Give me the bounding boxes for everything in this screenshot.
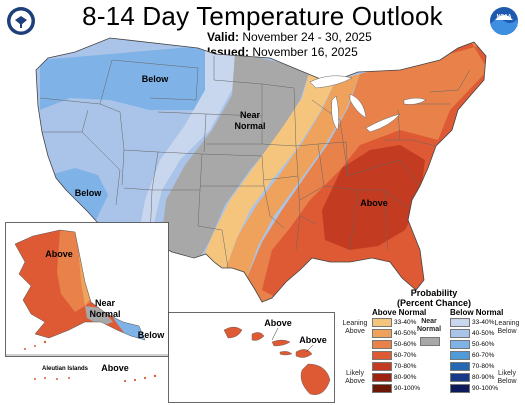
alaska-label-above: Above	[45, 249, 73, 259]
valid-dates: Valid: November 24 - 30, 2025	[207, 30, 372, 44]
legend-likely-below-1: Likely	[498, 370, 516, 377]
legend-below-swatch	[450, 384, 470, 393]
label-below-north: Below	[142, 74, 170, 84]
alaska-inset: Above Near Normal Below	[5, 222, 169, 357]
legend-above-swatch	[372, 373, 392, 382]
legend-below-range-label: 40-50%	[472, 330, 495, 337]
legend-above-row: 40-50%	[372, 329, 416, 338]
legend-below-swatch	[450, 362, 470, 371]
legend-leaning-below-2: Below	[497, 328, 517, 335]
alaska-label-near-line1: Near	[95, 298, 116, 308]
conus-state-lines	[35, 37, 487, 303]
conus-labels: Below Below Near Normal Above	[75, 74, 388, 208]
legend-above-range-label: 33-40%	[394, 319, 417, 326]
legend-above-range-label: 90-100%	[394, 385, 421, 392]
legend-above-row: 33-40%	[372, 318, 416, 327]
issued-date-value: November 16, 2025	[252, 45, 358, 59]
legend-below-swatch	[450, 318, 470, 327]
hawaii-label-above-2: Above	[299, 335, 327, 345]
aleutian-label: Aleutian Islands	[42, 366, 89, 372]
legend-leaning-below-1: Leaning	[494, 320, 520, 327]
legend-below-row: 40-50%	[450, 329, 494, 338]
legend-above-range-label: 50-60%	[394, 341, 417, 348]
valid-label: Valid:	[207, 30, 240, 44]
legend-below-swatch	[450, 340, 470, 349]
label-near-normal-line1: Near	[240, 110, 261, 120]
label-above: Above	[360, 198, 388, 208]
legend-title: Probability (Percent Chance)	[395, 288, 473, 308]
legend-above-swatch	[372, 340, 392, 349]
noaa-logo-icon: NOAA	[490, 7, 518, 35]
legend-likely-above-2: Above	[345, 378, 365, 385]
legend-below-swatch	[450, 351, 470, 360]
legend-leaning-above-2: Above	[345, 328, 365, 335]
legend-above-swatch	[372, 329, 392, 338]
legend-leaning-above-1: Leaning	[342, 320, 368, 327]
legend-likely-above: Likely Above	[338, 370, 372, 386]
legend-above-swatch	[372, 318, 392, 327]
label-below-south: Below	[75, 188, 103, 198]
legend-below-row: 60-70%	[450, 351, 494, 360]
legend-above-range-label: 80-90%	[394, 374, 417, 381]
legend-below-row: 70-80%	[450, 362, 494, 371]
hawaii-islands	[223, 326, 331, 395]
legend-leaning-below: Leaning Below	[490, 320, 524, 336]
legend-near-line1: Near	[421, 318, 437, 325]
hawaii-label-above-1: Above	[264, 318, 292, 328]
legend-above-row: 80-90%	[372, 373, 416, 382]
legend-below-row: 33-40%	[450, 318, 494, 327]
noaa-logo-text: NOAA	[497, 14, 512, 20]
legend-near-line2: Normal	[416, 326, 442, 333]
legend-above-row: 90-100%	[372, 384, 420, 393]
legend-below-range-label: 33-40%	[472, 319, 495, 326]
legend-likely-above-1: Likely	[346, 370, 364, 377]
legend-likely-below: Likely Below	[490, 370, 524, 386]
legend-below-swatch	[450, 329, 470, 338]
legend-likely-below-2: Below	[497, 378, 517, 385]
legend-above-header: Above Normal	[372, 308, 427, 317]
legend-above-swatch	[372, 351, 392, 360]
legend-below-row: 50-60%	[450, 340, 494, 349]
valid-dates-value: November 24 - 30, 2025	[242, 30, 372, 44]
legend-below-swatch	[450, 373, 470, 382]
legend-below-row: 90-100%	[450, 384, 498, 393]
hawaii-inset: Above Above	[168, 312, 335, 403]
map-title: 8-14 Day Temperature Outlook	[82, 1, 443, 31]
legend-above-swatch	[372, 384, 392, 393]
label-near-normal-line2: Normal	[234, 121, 265, 131]
legend-above-range-label: 60-70%	[394, 352, 417, 359]
aleutian-strip: Aleutian Islands Above	[34, 363, 157, 383]
legend-below-range-label: 60-70%	[472, 352, 495, 359]
legend-below-range-label: 90-100%	[472, 385, 499, 392]
legend-below-header: Below Normal	[450, 308, 504, 317]
legend-title-line2: (Percent Chance)	[396, 298, 472, 308]
legend-below-range-label: 70-80%	[472, 363, 495, 370]
legend-above-row: 60-70%	[372, 351, 416, 360]
legend-above-row: 70-80%	[372, 362, 416, 371]
legend-above-range-label: 70-80%	[394, 363, 417, 370]
legend-leaning-above: Leaning Above	[338, 320, 372, 336]
aleutian-islands	[24, 340, 47, 350]
alaska-label-near-line2: Normal	[89, 309, 120, 319]
great-lakes	[309, 75, 427, 133]
legend-above-swatch	[372, 362, 392, 371]
legend-below-range-label: 80-90%	[472, 374, 495, 381]
aleutian-label-above: Above	[101, 363, 129, 373]
alaska-label-below: Below	[138, 330, 166, 340]
legend-below-range-label: 50-60%	[472, 341, 495, 348]
legend-near-normal: Near Normal	[414, 318, 444, 334]
legend-title-line1: Probability	[410, 288, 458, 298]
doc-seal-icon	[7, 7, 35, 35]
legend-above-range-label: 40-50%	[394, 330, 417, 337]
legend-above-row: 50-60%	[372, 340, 416, 349]
legend-below-row: 80-90%	[450, 373, 494, 382]
legend-near-swatch	[420, 337, 440, 346]
